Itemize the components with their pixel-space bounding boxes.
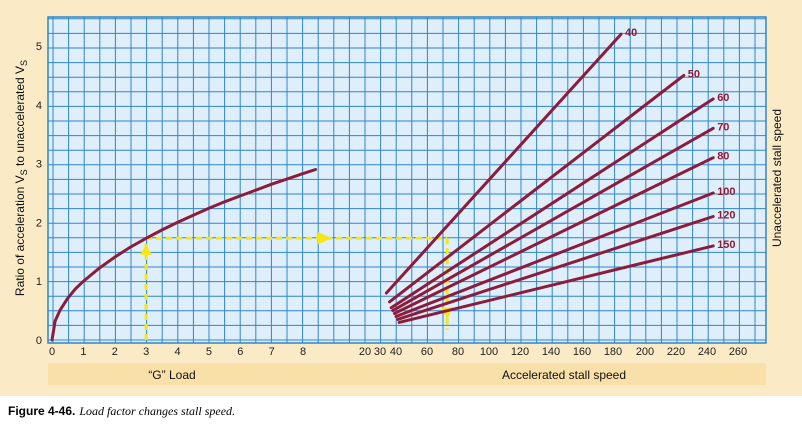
x-tick-label-stall-speed: 60 [421,346,433,358]
x-tick-label-g-load: 8 [300,346,306,358]
stall-speed-label-150: 150 [717,239,735,251]
x-axis-label-band [48,363,766,385]
load-factor-curve [50,168,318,342]
stall-speed-label-40: 40 [625,27,637,39]
stall-speed-line-120 [396,215,715,321]
stall-speed-line-100 [394,191,715,318]
x-tick-label-stall-speed: 30 [374,346,386,358]
x-tick-label-stall-speed: 160 [573,346,591,358]
stall-speed-label-120: 120 [717,210,735,222]
x-tick-label-g-load: 7 [269,346,275,358]
x-tick-label-stall-speed: 240 [698,346,716,358]
y-tick-label-ratio: 4 [36,100,42,112]
x-tick-label-g-load: 0 [49,346,55,358]
x-axis-title-accelerated-stall-speed: Accelerated stall speed [502,368,626,382]
stall-speed-line-50 [388,73,686,304]
y-tick-label-ratio: 0 [36,335,42,347]
x-tick-label-g-load: 4 [174,346,180,358]
caption-text: Load factor changes stall speed. [79,404,236,418]
y-axis-title-part-2: to unaccelerated V [13,66,27,169]
x-tick-label-stall-speed: 180 [604,346,622,358]
stall-speed-label-50: 50 [688,68,700,80]
x-tick-label-g-load: 2 [112,346,118,358]
x-tick-label-g-load: 5 [206,346,212,358]
x-tick-label-g-load: 6 [237,346,243,358]
y-axis-title-ratio: Ratio of acceleration VS to unaccelerate… [13,60,29,296]
x-tick-label-stall-speed: 220 [667,346,685,358]
guide-arrowhead-up [140,244,153,255]
x-tick-label-stall-speed: 200 [636,346,654,358]
x-tick-label-stall-speed: 140 [542,346,560,358]
caption-label: Figure 4-46. [8,404,76,418]
x-tick-label-g-load: 3 [143,346,149,358]
x-tick-label-stall-speed: 100 [480,346,498,358]
figure-caption: Figure 4-46. Load factor changes stall sp… [8,404,235,419]
y-tick-label-ratio: 3 [36,159,42,171]
stall-speed-line-80 [392,156,715,315]
curves [50,32,715,342]
stall-speed-label-60: 60 [717,92,729,104]
stall-speed-line-40 [384,32,623,295]
y-axis-title-part-1: Ratio of acceleration V [13,175,27,296]
plot-area [47,16,767,344]
guide-arrowhead-right [318,232,332,245]
stall-speed-line-70 [391,126,715,313]
y-tick-label-ratio: 5 [36,41,42,53]
y-axis-title-subscript-1: S [19,169,29,175]
x-tick-label-g-load: 1 [80,346,86,358]
stall-speed-label-80: 80 [717,151,729,163]
x-axis-title-g-load: “G” Load [148,368,195,382]
y-tick-label-ratio: 2 [36,217,42,229]
curve-labels: 40 50 60 70 80 100 120 150 [625,27,736,251]
stall-speed-line-150 [397,244,715,324]
grid [48,17,766,343]
x-tick-label-stall-speed: 80 [452,346,464,358]
x-tick-label-stall-speed: 20 [359,346,371,358]
x-tick-label-stall-speed: 120 [511,346,529,358]
x-tick-label-stall-speed: 40 [390,346,402,358]
stall-speed-label-70: 70 [717,121,729,133]
stall-speed-label-100: 100 [717,186,735,198]
y-axis-title-subscript-2: S [19,60,29,66]
stall-speed-line-60 [389,97,715,310]
y-axis-title-unaccelerated-stall-speed: Unaccelerated stall speed [770,109,784,247]
x-tick-label-stall-speed: 260 [729,346,747,358]
y-tick-label-ratio: 1 [36,276,42,288]
